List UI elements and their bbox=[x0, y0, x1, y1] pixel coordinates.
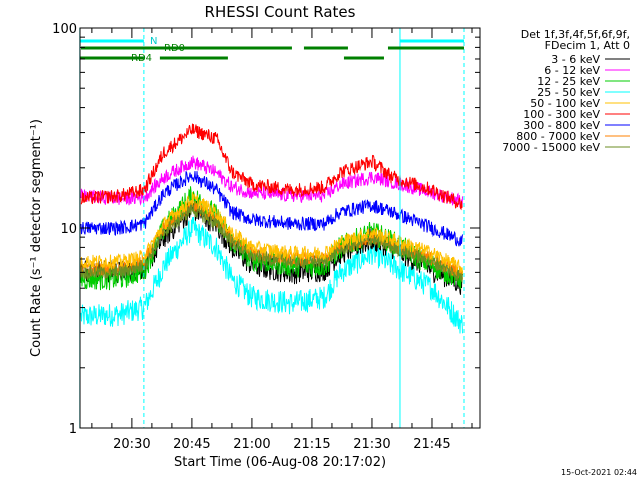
flag-label-n: N bbox=[150, 36, 157, 47]
y-axis-label: Count Rate (s⁻¹ detector segment⁻¹) bbox=[29, 119, 44, 357]
legend-label: 300 - 800 keV bbox=[523, 119, 600, 132]
footer-timestamp: 15-Oct-2021 02:44 bbox=[561, 468, 637, 477]
series-line-7000-15000-kev bbox=[80, 203, 463, 283]
x-tick-label: 21:00 bbox=[233, 437, 270, 452]
legend-label: 50 - 100 keV bbox=[530, 97, 600, 110]
legend-header-line: Det 1f,3f,4f,5f,6f,9f, bbox=[521, 28, 630, 41]
legend-label: 800 - 7000 keV bbox=[516, 130, 600, 143]
chart-title: RHESSI Count Rates bbox=[205, 3, 356, 21]
series-line-100-300-kev bbox=[80, 123, 463, 211]
legend-label: 100 - 300 keV bbox=[523, 108, 600, 121]
legend-header-line: FDecim 1, Att 0 bbox=[545, 39, 630, 52]
y-tick-label: 10 bbox=[60, 222, 77, 237]
legend-label: 12 - 25 keV bbox=[537, 75, 600, 88]
y-tick-label: 100 bbox=[52, 22, 77, 37]
x-tick-label: 21:15 bbox=[293, 437, 330, 452]
series-line-300-800-kev bbox=[80, 171, 463, 247]
plot-area bbox=[80, 28, 480, 428]
legend-label: 6 - 12 keV bbox=[544, 64, 600, 77]
y-tick-label: 1 bbox=[69, 422, 77, 437]
legend-label: 25 - 50 keV bbox=[537, 86, 600, 99]
flag-label-rd0: RD0 bbox=[164, 43, 185, 54]
x-tick-label: 20:45 bbox=[173, 437, 210, 452]
series-line-25-50-kev bbox=[80, 217, 463, 334]
x-tick-label: 21:45 bbox=[413, 437, 450, 452]
series-line-50-100-kev bbox=[80, 192, 463, 275]
series-line-6-12-kev bbox=[80, 155, 463, 208]
x-axis-label: Start Time (06-Aug-08 20:17:02) bbox=[174, 455, 386, 470]
x-tick-label: 21:30 bbox=[353, 437, 390, 452]
x-tick-label: 20:30 bbox=[113, 437, 150, 452]
legend-label: 7000 - 15000 keV bbox=[502, 141, 600, 154]
flag-label-rd4: RD4 bbox=[131, 53, 152, 64]
legend-label: 3 - 6 keV bbox=[551, 53, 600, 66]
